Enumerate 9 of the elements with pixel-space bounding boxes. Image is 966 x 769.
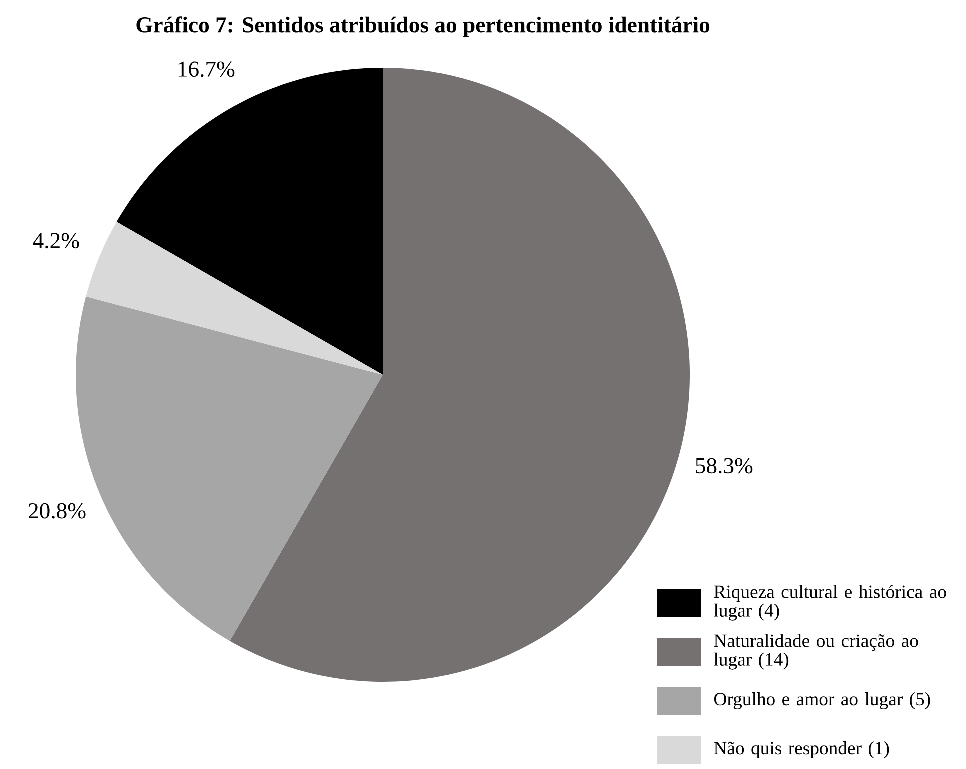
legend-label: Orgulho e amor ao lugar (5): [714, 692, 930, 710]
legend-label: Naturalidade ou criação ao lugar (14): [714, 634, 918, 670]
chart-title: Gráfico 7: Sentidos atribuídos ao pertencimento identitário: [136, 16, 710, 38]
legend-label: Não quis responder (1): [714, 742, 890, 758]
data-label: 20.8%: [28, 503, 86, 519]
data-label: 4.2%: [33, 233, 80, 249]
data-label: 58.3%: [696, 458, 753, 474]
legend-label: Riqueza cultural e histórica ao lugar (4): [714, 585, 946, 621]
data-label: 16.7%: [178, 62, 235, 78]
